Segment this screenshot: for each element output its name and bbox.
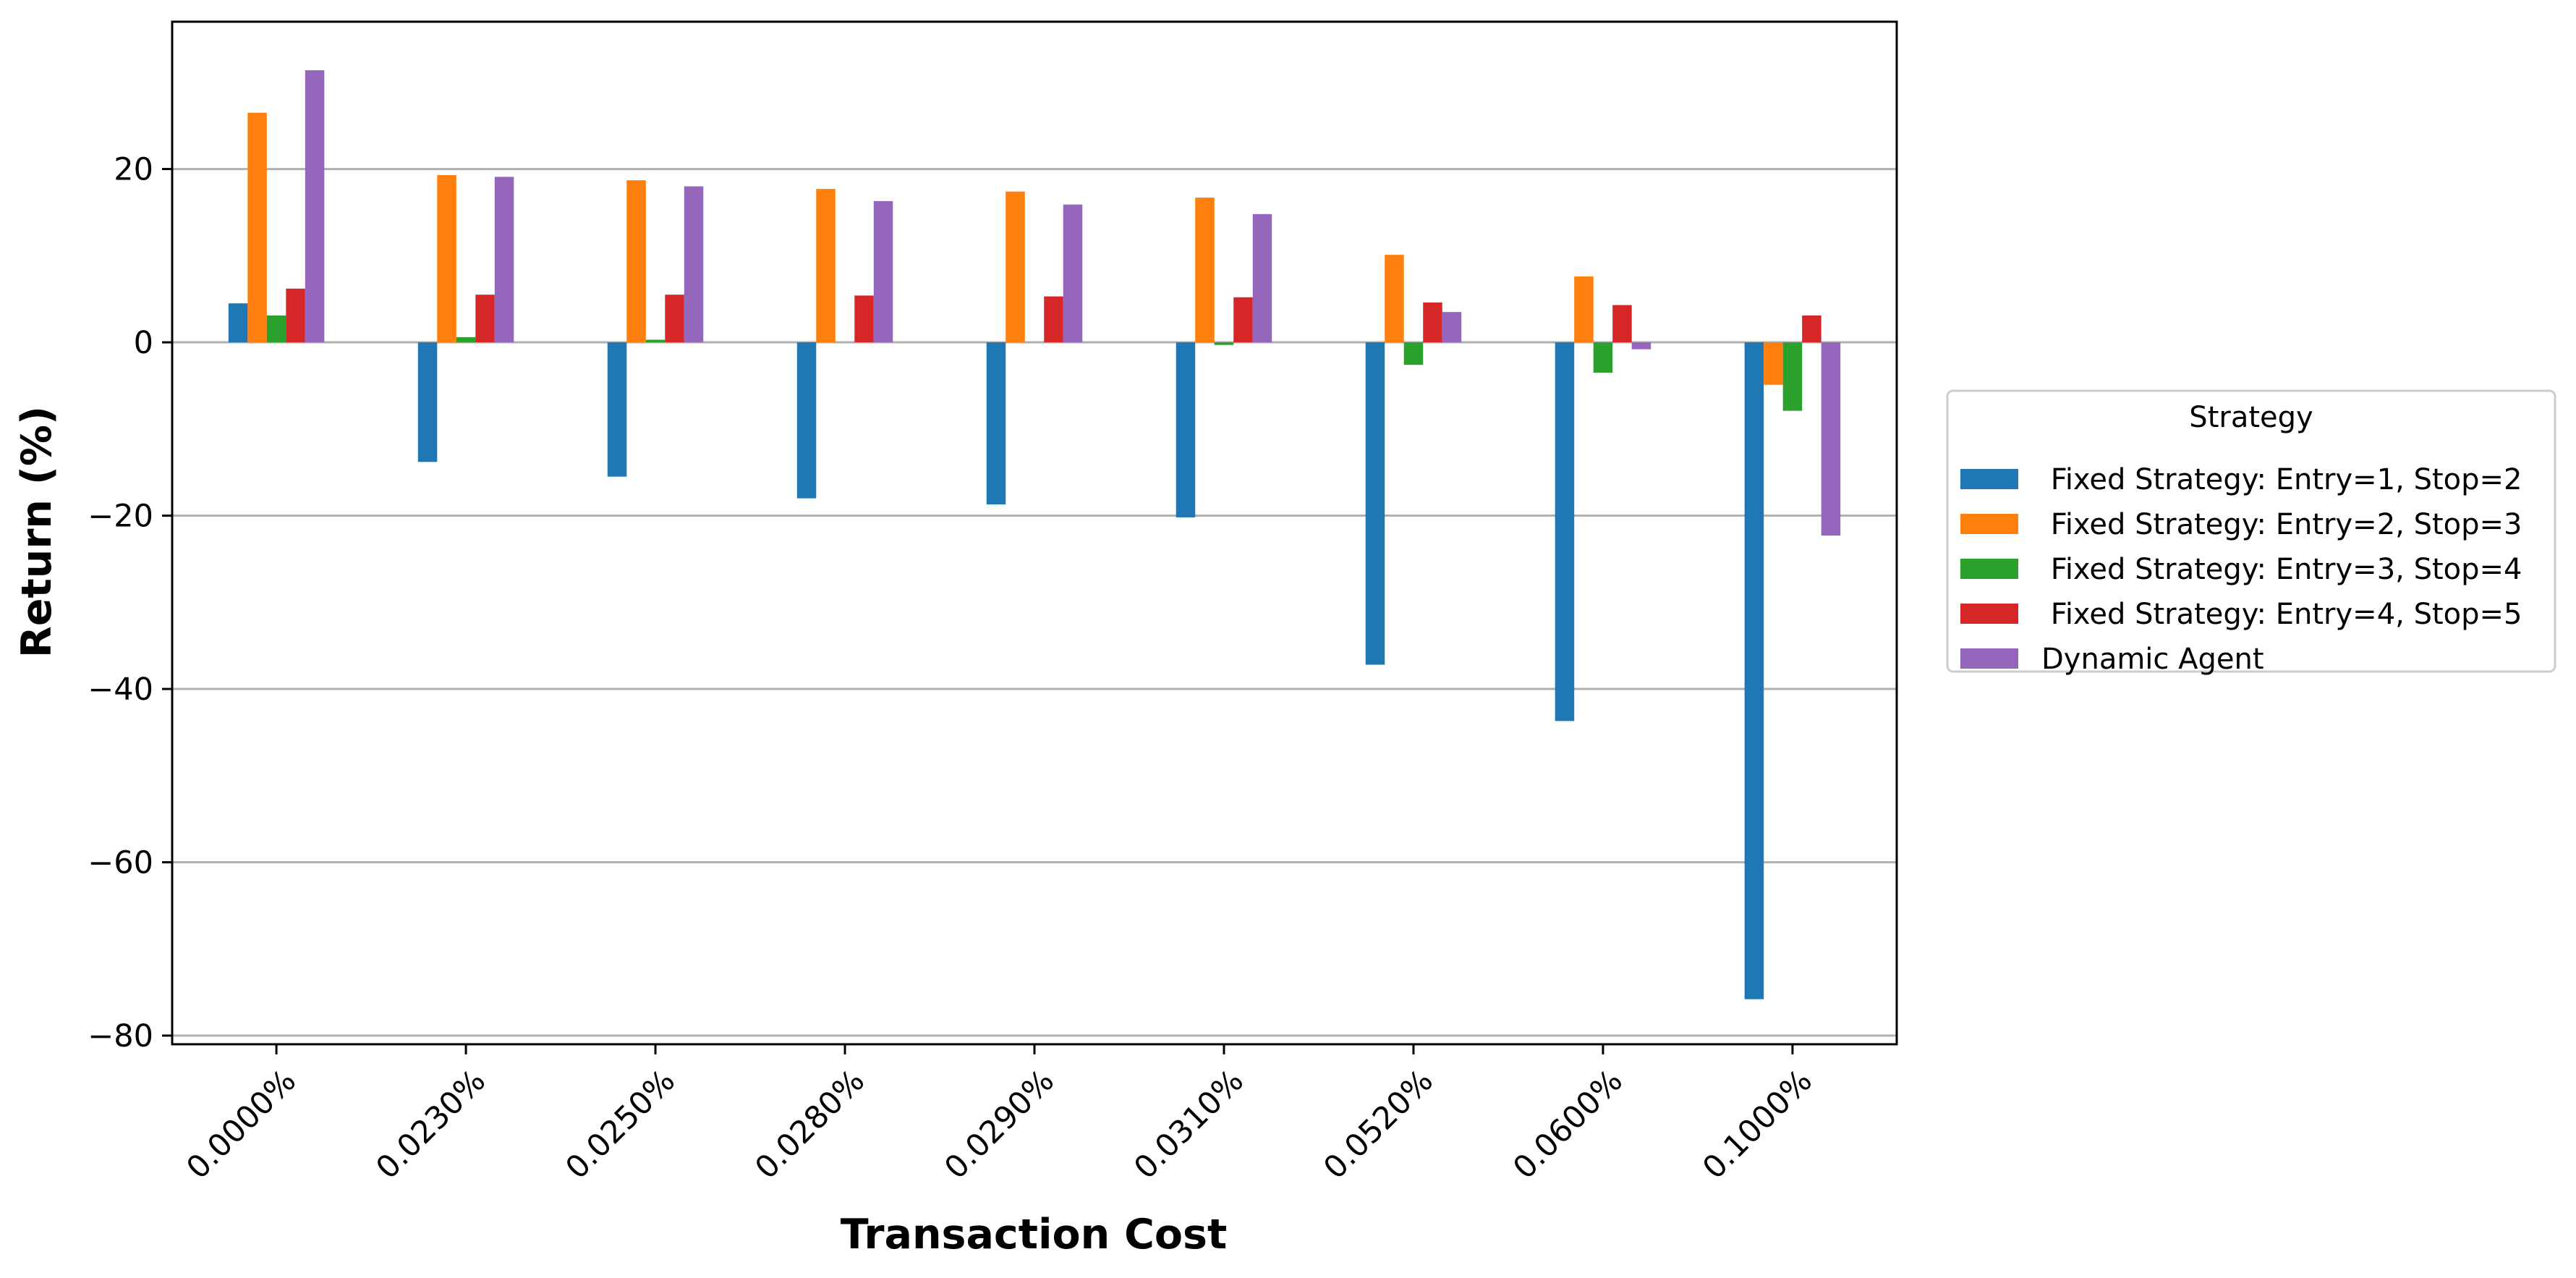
x-tick-label: 0.0250% [558,1063,682,1187]
bar-series-5-cat-5 [1063,204,1083,343]
y-tick-label: −40 [88,672,153,708]
bar-series-4-cat-4 [854,295,874,343]
x-tick-label: 0.0000% [179,1063,303,1187]
bar-series-4-cat-7 [1423,302,1442,343]
legend-label-2: Fixed Strategy: Entry=2, Stop=3 [2041,508,2522,541]
bar-series-1-cat-8 [1555,342,1575,721]
x-axis-title: Transaction Cost [841,1211,1228,1258]
bar-series-2-cat-6 [1195,198,1215,343]
legend: Strategy Fixed Strategy: Entry=1, Stop=2… [1946,389,2556,676]
bar-series-2-cat-8 [1574,276,1594,343]
bar-series-2-cat-4 [816,189,836,343]
x-tick-label: 0.0290% [938,1063,1061,1187]
x-tick-label: 0.1000% [1696,1063,1819,1187]
legend-items: Fixed Strategy: Entry=1, Stop=2 Fixed St… [1960,463,2522,676]
y-tick-label: −60 [88,845,153,881]
bar-series-2-cat-1 [247,112,267,343]
bar-series-4-cat-2 [475,295,495,343]
y-axis-title: Return (%) [13,406,61,658]
legend-label-3: Fixed Strategy: Entry=3, Stop=4 [2041,553,2522,586]
x-tick-label: 0.0230% [369,1063,493,1187]
bar-series-5-cat-8 [1631,342,1652,350]
legend-label-1: Fixed Strategy: Entry=1, Stop=2 [2041,463,2522,496]
bar-series-5-cat-6 [1252,213,1272,343]
bar-series-1-cat-3 [607,342,627,477]
bar-series-5-cat-1 [305,70,325,343]
bar-series-5-cat-9 [1821,342,1841,536]
bar-series-1-cat-1 [228,303,248,343]
bar-series-5-cat-4 [873,200,893,343]
x-tick-label: 0.0600% [1506,1063,1630,1187]
bar-series-3-cat-2 [456,337,476,343]
bar-series-3-cat-8 [1593,342,1613,373]
bar-series-5-cat-2 [494,177,514,343]
bar-series-5-cat-7 [1442,312,1462,343]
legend-label-5: Dynamic Agent [2041,643,2264,676]
bar-series-5-cat-3 [684,186,704,343]
bar-series-4-cat-3 [665,295,684,343]
bar-series-4-cat-1 [286,288,305,343]
bar-series-3-cat-3 [645,339,666,343]
bar-series-4-cat-5 [1044,296,1063,343]
bar-series-3-cat-1 [266,315,286,343]
legend-title: Strategy [2189,401,2313,434]
legend-swatch-5 [1960,648,2018,669]
bar-series-2-cat-3 [626,180,646,343]
y-tick-label: −80 [88,1018,153,1054]
x-tick-label: 0.0520% [1317,1063,1440,1187]
bar-series-1-cat-9 [1744,342,1764,999]
x-tick-label: 0.0280% [748,1063,872,1187]
bar-series-4-cat-6 [1233,297,1253,343]
bar-series-3-cat-7 [1403,342,1424,365]
x-tick-label: 0.0310% [1127,1063,1251,1187]
bar-series-1-cat-5 [986,342,1006,504]
bar-series-2-cat-9 [1764,342,1783,385]
bar-series-3-cat-9 [1782,342,1803,411]
bar-series-4-cat-9 [1802,315,1822,343]
legend-swatch-2 [1960,514,2018,534]
legend-swatch-3 [1960,559,2018,579]
bar-series-1-cat-2 [417,342,438,462]
bar-layer [228,70,1841,999]
bar-series-4-cat-8 [1612,305,1632,343]
y-tick-label: 20 [114,152,153,188]
y-tick-label: 0 [134,325,153,361]
legend-frame [1946,389,2556,673]
axes-layer [171,20,1898,1046]
legend-swatch-4 [1960,604,2018,624]
bar-series-1-cat-4 [796,342,817,499]
legend-label-4: Fixed Strategy: Entry=4, Stop=5 [2041,598,2522,631]
bar-series-2-cat-2 [437,174,456,343]
grid-layer [172,168,1897,1037]
bar-series-3-cat-6 [1214,342,1234,345]
y-tick-label: −20 [88,499,153,535]
bar-series-1-cat-7 [1365,342,1385,665]
plot-frame [171,20,1898,1046]
bar-series-1-cat-6 [1176,342,1196,517]
legend-swatch-1 [1960,469,2018,489]
bar-series-2-cat-7 [1385,255,1404,343]
bar-series-2-cat-5 [1006,191,1025,343]
